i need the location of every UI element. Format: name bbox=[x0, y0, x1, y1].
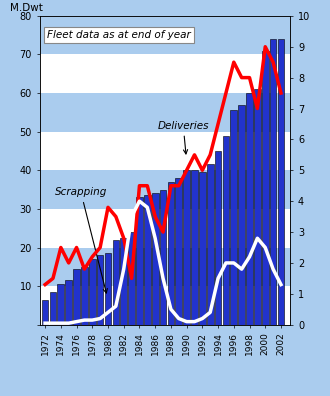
Text: Fleet data as at end of year: Fleet data as at end of year bbox=[47, 30, 191, 40]
Bar bbox=[40, 93, 290, 131]
Bar bbox=[191, 170, 198, 325]
Bar bbox=[73, 269, 80, 325]
Bar bbox=[199, 172, 206, 325]
Bar bbox=[183, 170, 190, 325]
Bar bbox=[105, 253, 111, 325]
Bar bbox=[57, 284, 64, 325]
Bar bbox=[254, 89, 261, 325]
Bar bbox=[176, 178, 182, 325]
Bar bbox=[120, 238, 127, 325]
Bar bbox=[246, 93, 253, 325]
Bar bbox=[40, 286, 290, 325]
Bar bbox=[215, 151, 221, 325]
Bar bbox=[42, 300, 49, 325]
Bar bbox=[207, 164, 214, 325]
Bar bbox=[278, 39, 284, 325]
Bar bbox=[136, 197, 143, 325]
Bar bbox=[65, 280, 72, 325]
Bar bbox=[238, 105, 245, 325]
Text: M.Dwt: M.Dwt bbox=[10, 3, 42, 13]
Bar bbox=[144, 195, 151, 325]
Bar bbox=[40, 170, 290, 209]
Bar bbox=[89, 259, 96, 325]
Bar bbox=[97, 255, 104, 325]
Bar bbox=[223, 135, 229, 325]
Bar bbox=[40, 248, 290, 286]
Bar bbox=[128, 232, 135, 325]
Bar bbox=[113, 240, 119, 325]
Text: Deliveries: Deliveries bbox=[157, 120, 209, 154]
Bar bbox=[40, 16, 290, 54]
Bar bbox=[270, 39, 277, 325]
Bar bbox=[81, 267, 88, 325]
Bar bbox=[50, 292, 56, 325]
Bar bbox=[152, 194, 158, 325]
Bar bbox=[168, 182, 174, 325]
Bar bbox=[40, 54, 290, 93]
Bar bbox=[160, 190, 166, 325]
Bar bbox=[262, 51, 269, 325]
Bar bbox=[40, 209, 290, 248]
Bar bbox=[230, 110, 237, 325]
Text: Scrapping: Scrapping bbox=[55, 187, 107, 293]
Bar bbox=[40, 131, 290, 170]
